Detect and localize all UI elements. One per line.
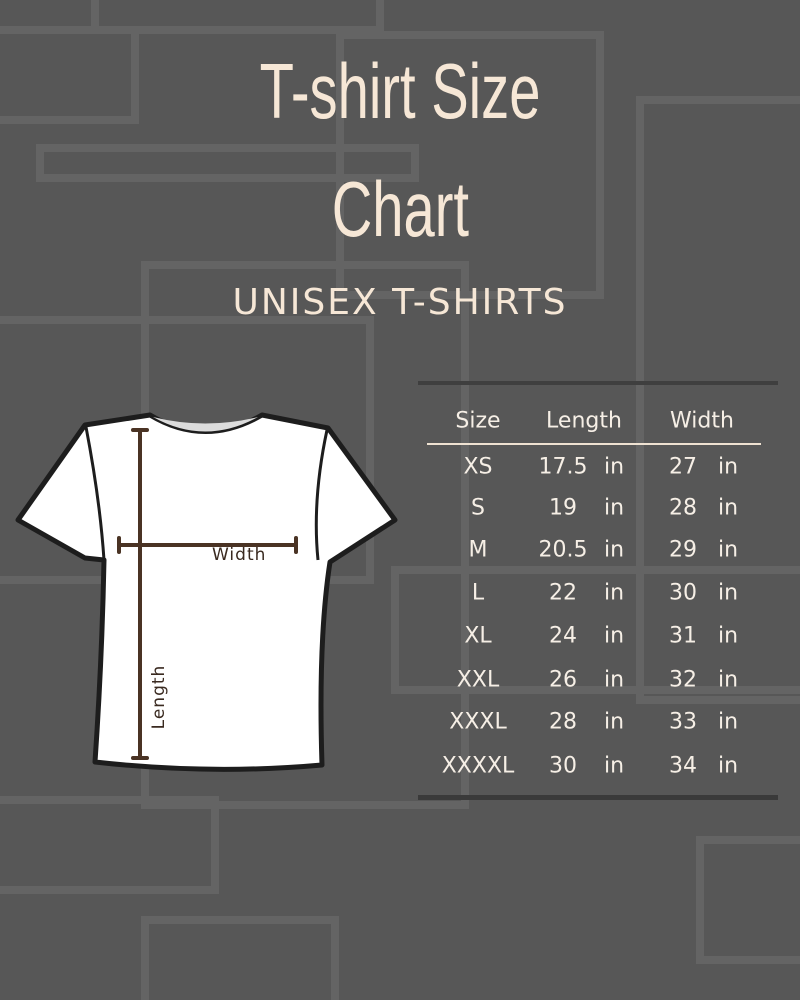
length-cell: 22	[549, 580, 577, 606]
page-title-line-2: Chart	[331, 165, 469, 253]
table-header-divider	[427, 443, 761, 445]
header-size: Size	[455, 408, 501, 434]
width-unit: in	[717, 537, 739, 563]
header-length: Length	[546, 408, 622, 434]
length-cell: 24	[549, 623, 577, 649]
size-cell: XS	[463, 454, 493, 480]
length-cell: 28	[549, 709, 577, 735]
length-unit: in	[603, 623, 625, 649]
size-cell: S	[471, 495, 485, 521]
width-cell: 28	[669, 495, 697, 521]
width-cell: 34	[669, 753, 697, 779]
subtitle: UNISEX T-SHIRTS	[232, 282, 568, 323]
width-cell: 31	[669, 623, 697, 649]
width-cell: 30	[669, 580, 697, 606]
table-bottom-divider	[418, 795, 778, 800]
length-cell: 30	[549, 753, 577, 779]
page-title-line-1: T-shirt Size	[259, 47, 541, 135]
length-cell: 26	[549, 667, 577, 693]
length-cell: 20.5	[538, 537, 588, 563]
width-unit: in	[717, 495, 739, 521]
width-cell: 29	[669, 537, 697, 563]
width-label: Width	[212, 545, 267, 565]
length-cell: 19	[549, 495, 577, 521]
length-label: Length	[149, 664, 169, 730]
width-cell: 32	[669, 667, 697, 693]
width-unit: in	[717, 580, 739, 606]
length-unit: in	[603, 454, 625, 480]
tshirt-collar	[153, 417, 258, 432]
length-unit: in	[603, 537, 625, 563]
size-cell: M	[468, 537, 488, 563]
size-cell: L	[471, 580, 485, 606]
width-unit: in	[717, 623, 739, 649]
header-width: Width	[670, 408, 734, 434]
width-unit: in	[717, 454, 739, 480]
length-cell: 17.5	[538, 454, 588, 480]
table-top-divider	[418, 381, 778, 385]
size-cell: XXXXL	[441, 753, 515, 779]
size-cell: XXXL	[449, 709, 507, 735]
size-cell: XXL	[456, 667, 500, 693]
length-unit: in	[603, 495, 625, 521]
length-unit: in	[603, 709, 625, 735]
width-unit: in	[717, 667, 739, 693]
tshirt-icon	[15, 412, 398, 772]
length-unit: in	[603, 580, 625, 606]
width-unit: in	[717, 709, 739, 735]
length-unit: in	[603, 667, 625, 693]
width-unit: in	[717, 753, 739, 779]
width-cell: 27	[669, 454, 697, 480]
width-cell: 33	[669, 709, 697, 735]
length-unit: in	[603, 753, 625, 779]
size-cell: XL	[464, 623, 492, 649]
